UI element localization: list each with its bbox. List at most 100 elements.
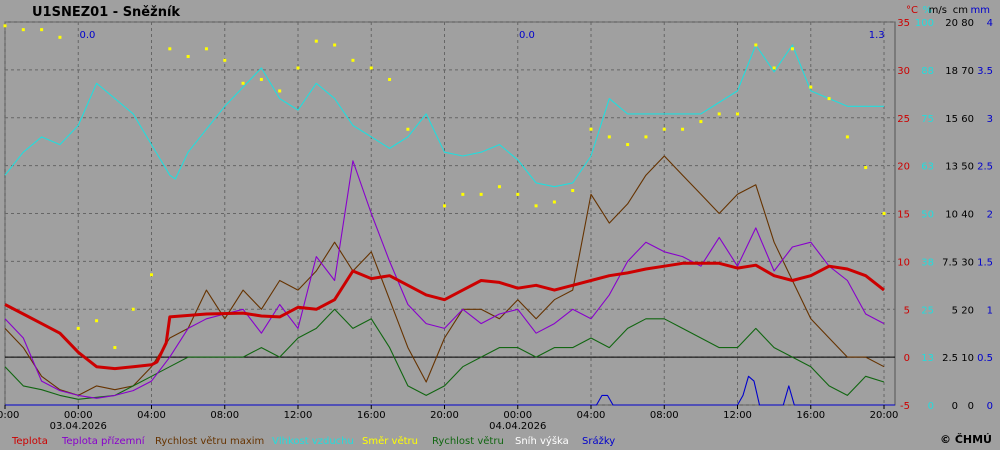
axis-unit-label: cm bbox=[953, 5, 968, 16]
x-tick-label: 12:00 bbox=[284, 410, 313, 421]
series-point-smer-vetru bbox=[589, 127, 593, 131]
x-tick-label: 00:00 bbox=[503, 410, 532, 421]
right-axes: 35302520151050-5100887563503825130201815… bbox=[897, 18, 993, 412]
series-point-smer-vetru bbox=[827, 97, 831, 101]
series-point-smer-vetru bbox=[644, 135, 648, 139]
series-point-smer-vetru bbox=[131, 307, 135, 311]
axis-tick-label: 0 bbox=[987, 401, 993, 412]
series-point-smer-vetru bbox=[443, 204, 447, 208]
series-point-smer-vetru bbox=[754, 43, 758, 47]
x-tick-label: 20:00 bbox=[870, 410, 899, 421]
series-point-smer-vetru bbox=[113, 346, 117, 350]
series-layer bbox=[3, 24, 895, 406]
series-point-smer-vetru bbox=[571, 189, 575, 193]
axis-unit-label: mm bbox=[971, 5, 990, 16]
series-point-smer-vetru bbox=[40, 28, 44, 32]
series-point-smer-vetru bbox=[259, 77, 263, 81]
axis-tick-label: 5 bbox=[904, 305, 910, 316]
axis-tick-label: 30 bbox=[961, 257, 974, 268]
legend-entry: Rychlost větru bbox=[432, 435, 504, 447]
series-point-smer-vetru bbox=[479, 192, 483, 196]
series-point-smer-vetru bbox=[21, 28, 25, 32]
axis-tick-label: 75 bbox=[921, 114, 934, 125]
series-point-smer-vetru bbox=[278, 89, 282, 93]
x-tick-label: 04:00 bbox=[577, 410, 606, 421]
axis-tick-label: 50 bbox=[921, 210, 934, 221]
axis-tick-label: -5 bbox=[900, 401, 910, 412]
axis-tick-label: 13 bbox=[921, 353, 934, 364]
axis-unit-label: % bbox=[922, 5, 932, 16]
series-line-teplota bbox=[4, 261, 885, 371]
daily-precip-labels: 0.0 0.0 1.3 bbox=[79, 30, 884, 41]
axis-tick-label: 25 bbox=[897, 114, 910, 125]
series-point-smer-vetru bbox=[845, 135, 849, 139]
daily-precip-label: 1.3 bbox=[869, 30, 885, 41]
axis-tick-label: 18 bbox=[945, 66, 958, 77]
axis-tick-label: 10 bbox=[945, 210, 958, 221]
axis-tick-label: 15 bbox=[897, 210, 910, 221]
axis-tick-label: 60 bbox=[961, 114, 974, 125]
axis-tick-label: 2.5 bbox=[977, 162, 993, 173]
legend-entry: Teplota přízemní bbox=[61, 435, 146, 447]
x-tick-label: 08:00 bbox=[650, 410, 679, 421]
axis-tick-label: 3 bbox=[987, 114, 993, 125]
x-tick-label: 00:00 bbox=[64, 410, 93, 421]
axis-tick-label: 13 bbox=[945, 162, 958, 173]
series-point-smer-vetru bbox=[296, 66, 300, 70]
axis-tick-label: 40 bbox=[961, 210, 974, 221]
series-line-rychlost-vetru bbox=[4, 308, 885, 400]
series-point-smer-vetru bbox=[388, 77, 392, 81]
axis-unit-label: °C bbox=[906, 5, 918, 16]
grid-lines bbox=[4, 21, 895, 406]
axis-tick-label: 35 bbox=[897, 18, 910, 29]
series-point-smer-vetru bbox=[882, 212, 886, 215]
x-tick-label: 12:00 bbox=[723, 410, 752, 421]
series-line-rychlost-vetru-maxim bbox=[4, 155, 885, 396]
series-point-smer-vetru bbox=[314, 39, 318, 43]
series-point-smer-vetru bbox=[864, 166, 868, 170]
x-date-label: 03.04.2026 bbox=[50, 421, 107, 432]
axis-tick-label: 1.5 bbox=[977, 257, 993, 268]
legend-entry: Srážky bbox=[582, 435, 615, 447]
series-point-smer-vetru bbox=[772, 66, 776, 70]
axis-tick-label: 30 bbox=[897, 66, 910, 77]
axis-tick-label: 25 bbox=[921, 305, 934, 316]
series-point-smer-vetru bbox=[58, 35, 62, 39]
axis-tick-label: 70 bbox=[961, 66, 974, 77]
axis-unit-label: m/s bbox=[929, 5, 947, 16]
x-tick-label: 08:00 bbox=[210, 410, 239, 421]
series-point-smer-vetru bbox=[168, 47, 172, 51]
series-point-smer-vetru bbox=[76, 326, 80, 330]
axis-tick-label: 100 bbox=[915, 18, 934, 29]
x-tick-label: 16:00 bbox=[796, 410, 825, 421]
series-point-smer-vetru bbox=[790, 47, 794, 51]
series-point-smer-vetru bbox=[351, 58, 355, 62]
x-tick-label: 20:00 bbox=[0, 410, 19, 421]
axis-units: °C %m/s cm mm bbox=[906, 5, 990, 16]
series-point-smer-vetru bbox=[699, 120, 703, 124]
series-point-smer-vetru bbox=[552, 200, 556, 204]
legend-entry: Směr větru bbox=[362, 435, 418, 447]
series-point-smer-vetru bbox=[736, 112, 740, 116]
axis-tick-label: 3.5 bbox=[977, 66, 993, 77]
axis-tick-label: 20 bbox=[945, 18, 958, 29]
series-line-teplota-prizemni bbox=[4, 160, 885, 399]
legend-entry: Teplota bbox=[11, 436, 48, 447]
station-title: U1SNEZ01 - Sněžník bbox=[32, 5, 180, 20]
series-line-srazky bbox=[5, 375, 895, 406]
series-point-smer-vetru bbox=[186, 54, 190, 58]
series-point-smer-vetru bbox=[3, 24, 7, 28]
axis-tick-label: 0 bbox=[904, 353, 910, 364]
series-point-smer-vetru bbox=[461, 192, 465, 196]
series-point-smer-vetru bbox=[95, 319, 99, 323]
series-point-smer-vetru bbox=[717, 112, 721, 116]
axis-tick-label: 88 bbox=[921, 66, 934, 77]
daily-precip-label: 0.0 bbox=[79, 30, 95, 41]
legend-entry: Vlhkost vzduchu bbox=[272, 436, 354, 447]
copyright: © ČHMÚ bbox=[940, 433, 992, 446]
legend-entry: Rychlost větru maxim bbox=[155, 435, 264, 447]
axis-tick-label: 63 bbox=[921, 162, 934, 173]
series-point-smer-vetru bbox=[681, 127, 685, 131]
axis-tick-label: 10 bbox=[961, 353, 974, 364]
